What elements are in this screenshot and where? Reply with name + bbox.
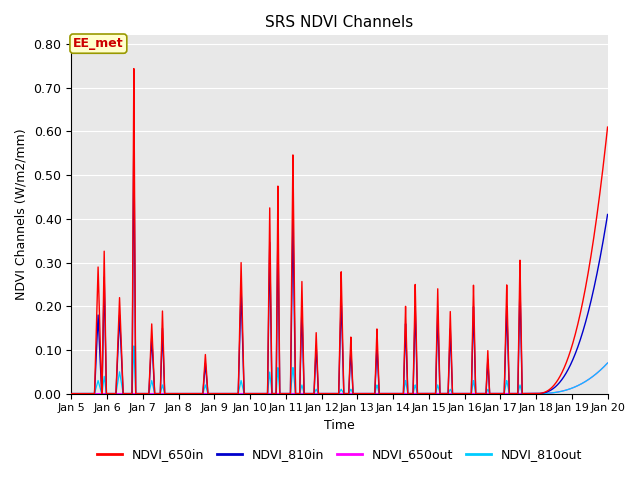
Y-axis label: NDVI Channels (W/m2/mm): NDVI Channels (W/m2/mm) [15, 129, 28, 300]
X-axis label: Time: Time [324, 419, 355, 432]
Title: SRS NDVI Channels: SRS NDVI Channels [266, 15, 413, 30]
Text: EE_met: EE_met [73, 37, 124, 50]
Legend: NDVI_650in, NDVI_810in, NDVI_650out, NDVI_810out: NDVI_650in, NDVI_810in, NDVI_650out, NDV… [92, 443, 587, 466]
